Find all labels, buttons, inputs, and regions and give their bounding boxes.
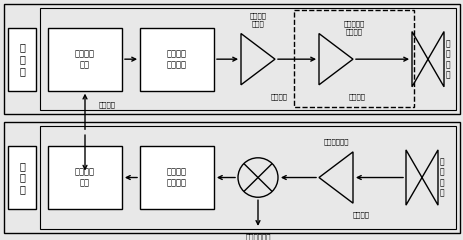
Text: 电真空太赫
兹放大器: 电真空太赫 兹放大器 (343, 20, 364, 35)
Bar (40, 8, 455, 110)
Bar (4, 122, 459, 233)
Bar (8, 28, 36, 91)
Text: 同步信号: 同步信号 (99, 101, 116, 108)
Text: 接
收
链: 接 收 链 (19, 161, 25, 194)
Text: 波导连接: 波导连接 (352, 212, 369, 218)
Bar (4, 4, 459, 114)
Text: 固态功率
放大器: 固态功率 放大器 (249, 13, 266, 27)
Bar (140, 28, 213, 91)
Bar (48, 146, 122, 209)
Bar (140, 146, 213, 209)
Text: 波导连接: 波导连接 (270, 93, 287, 100)
Bar (294, 10, 413, 107)
Text: 低噪声放大器: 低噪声放大器 (323, 139, 348, 145)
Text: 基带调频
信号: 基带调频 信号 (75, 168, 95, 187)
Bar (8, 146, 36, 209)
Text: 波导连接: 波导连接 (348, 93, 365, 100)
Text: 中频信号输出: 中频信号输出 (245, 233, 270, 240)
Bar (48, 28, 122, 91)
Text: 基带调频
信号: 基带调频 信号 (75, 49, 95, 69)
Text: 太赫兹本
振倍频链: 太赫兹本 振倍频链 (167, 49, 187, 69)
Text: 太赫兹本
振倍频链: 太赫兹本 振倍频链 (167, 168, 187, 187)
Bar (40, 126, 455, 229)
Text: 接
收
天
线: 接 收 天 线 (439, 157, 444, 198)
Text: 发
射
天
线: 发 射 天 线 (445, 39, 450, 79)
Text: 发
射
链: 发 射 链 (19, 42, 25, 76)
